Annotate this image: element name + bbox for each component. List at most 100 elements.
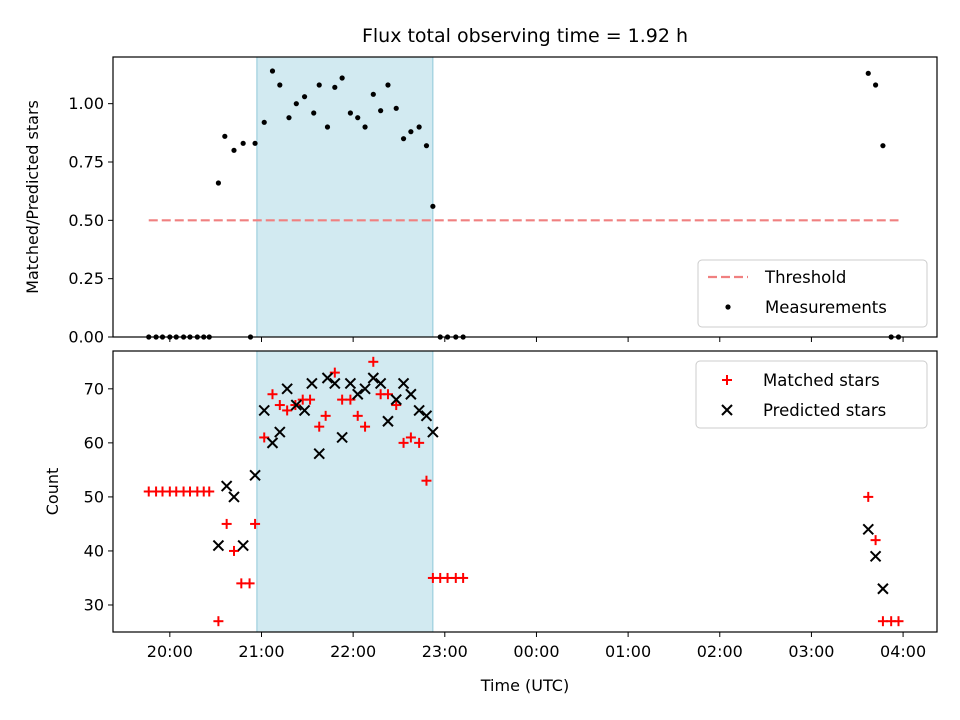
bottom-panel: 30 40 50 60 70 20:00 21:00 22:00 23:00 00:00 01:0… (43, 350, 938, 695)
predicted-star-point (212, 539, 225, 552)
predicted-star-point (313, 447, 325, 460)
predicted-star-point-b (420, 410, 433, 422)
matched-star-point (314, 421, 325, 432)
x-tick-label: 00:00 (513, 642, 559, 661)
measurement-point (408, 129, 414, 135)
measurement-point (311, 110, 317, 116)
predicted-star-point-b (336, 431, 348, 444)
predicted-star-point (397, 377, 410, 390)
measurement-point (293, 101, 299, 107)
predicted-star-point (336, 431, 348, 444)
predicted-star-point-b (397, 377, 410, 390)
matched-star-point (213, 616, 224, 627)
predicted-star-point (427, 426, 439, 438)
measurement-point (222, 133, 228, 139)
matched-star-point (870, 535, 881, 546)
predicted-star-point (329, 377, 341, 390)
top-legend-box (697, 259, 928, 328)
legend-x-mark-b (721, 404, 733, 416)
predicted-star-point (306, 377, 318, 390)
predicted-star-point (367, 372, 380, 384)
top-axes-frame (112, 56, 938, 338)
legend-threshold-label: Threshold (764, 268, 846, 287)
predicted-star-point-b (212, 539, 225, 552)
x-tick-label: 20:00 (147, 642, 193, 661)
predicted-star-point (321, 372, 334, 384)
x-tick-label: 03:00 (788, 642, 834, 661)
x-tick-label: 04:00 (880, 642, 926, 661)
matched-star-point (244, 578, 255, 589)
predicted-star-point-b (862, 523, 874, 536)
legend-matched-swatch (722, 375, 732, 385)
matched-star-point (405, 432, 416, 443)
matched-star-point (368, 356, 379, 367)
legend-plus-mark (722, 375, 732, 385)
measurement-point (269, 68, 276, 74)
measurement-point (370, 91, 376, 97)
predicted-star-point-b (266, 437, 279, 449)
top-y-axis-label: Matched/Predicted stars (23, 100, 42, 294)
predicted-star-point-b (258, 404, 270, 417)
measurement-point (347, 110, 353, 116)
measurement-point (252, 140, 258, 146)
matched-stars-points (143, 356, 904, 627)
bottom-x-ticks: 20:00 21:00 22:00 23:00 00:00 01:00 02:00 03:00… (147, 632, 926, 661)
predicted-star-point-b (228, 491, 240, 503)
matched-star-point (204, 486, 215, 497)
predicted-star-point (374, 377, 387, 390)
predicted-star-point (862, 523, 874, 536)
measurement-point (261, 119, 267, 125)
predicted-star-point (290, 399, 303, 411)
predicted-star-point (359, 383, 371, 395)
y-tick-label: 50 (84, 487, 104, 506)
y-tick-label: 30 (84, 595, 104, 614)
top-legend: Threshold Measurements (697, 259, 928, 328)
predicted-star-point-b (877, 583, 889, 595)
y-tick-label: 0.75 (68, 153, 104, 172)
measurement-point (362, 124, 368, 130)
y-tick-label: 0.00 (68, 328, 104, 347)
y-tick-label: 0.50 (68, 211, 104, 230)
measurement-point (430, 203, 436, 209)
x-tick-label: 23:00 (422, 642, 468, 661)
predicted-star-point-b (869, 550, 882, 563)
matched-star-point (274, 400, 285, 411)
matched-star-point (259, 432, 270, 443)
predicted-star-point-b (405, 388, 417, 400)
predicted-star-point-b (344, 377, 357, 390)
predicted-star-point-b (367, 372, 380, 384)
matched-star-point (398, 437, 409, 448)
predicted-star-point (266, 437, 279, 449)
predicted-stars-points (212, 372, 889, 595)
predicted-star-point (344, 377, 357, 390)
y-tick-label: 60 (84, 433, 104, 452)
bottom-legend-box (695, 360, 928, 429)
predicted-star-point-b (374, 377, 387, 390)
matched-star-point (458, 572, 469, 583)
predicted-star-point (249, 469, 261, 481)
predicted-star-point (237, 539, 249, 552)
predicted-star-point-b (249, 469, 261, 481)
top-y-ticks: 0.00 0.25 0.50 0.75 1.00 (68, 94, 113, 347)
predicted-star-point (382, 415, 394, 427)
measurement-point (865, 70, 871, 76)
predicted-star-point (258, 404, 270, 417)
matched-star-point (893, 616, 904, 627)
matched-star-point (863, 491, 874, 502)
measurement-point (339, 75, 345, 81)
measurement-point (880, 143, 886, 149)
predicted-star-point-b (321, 372, 334, 384)
matched-star-point (382, 389, 393, 400)
predicted-star-point-b (413, 404, 425, 417)
matched-star-point (360, 421, 371, 432)
predicted-star-point (390, 393, 402, 406)
measurement-point (277, 82, 283, 88)
measurement-point (231, 147, 237, 153)
measurement-point (215, 180, 222, 186)
predicted-star-point-b (290, 399, 303, 411)
predicted-star-point (405, 388, 417, 400)
legend-x-mark (721, 404, 733, 416)
matched-star-point (305, 394, 316, 405)
predicted-star-point-b (352, 388, 364, 400)
predicted-star-point (220, 480, 233, 492)
